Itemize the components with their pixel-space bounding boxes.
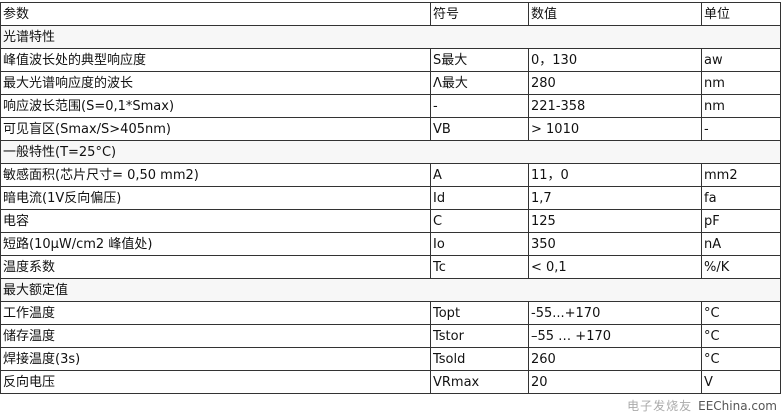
table-cell: VB [430, 117, 529, 141]
table-row: 反向电压 VRmax 20 V [0, 370, 781, 394]
watermark-text: 电子发烧友 [627, 399, 693, 413]
table-cell: VRmax [430, 370, 529, 394]
table-row: 可见盲区(Smax/S>405nm) VB > 1010- [0, 117, 781, 141]
table-row: 温度系数 Tc < 0,1 %/K [0, 255, 781, 279]
header-cell: 单位 [701, 2, 781, 26]
table-cell: 储存温度 [0, 324, 431, 348]
table-cell: 350 [528, 232, 702, 256]
table-cell: A [430, 163, 529, 187]
section-row: 光谱特性 [0, 25, 781, 49]
table-row: 敏感面积(芯片尺寸= 0,50 mm2) A 11，0 mm2 [0, 163, 781, 187]
section-row: 一般特性(T=25°C) [0, 140, 781, 164]
header-cell: 参数 [0, 2, 431, 26]
section-title: 最大额定值 [0, 278, 781, 302]
table-cell: 短路(10μW/cm2 峰值处) [0, 232, 431, 256]
table-row: 暗电流(1V反向偏压) Id 1,7 fa [0, 186, 781, 210]
section-title: 光谱特性 [0, 25, 781, 49]
table-cell: fa [701, 186, 781, 210]
table-cell: 260 [528, 347, 702, 371]
table-cell: 反向电压 [0, 370, 431, 394]
table-cell: –55 … +170 [528, 324, 702, 348]
table-cell: C [430, 209, 529, 233]
table-cell: - [430, 94, 529, 118]
table-cell: Λ最大 [430, 71, 529, 95]
header-cell: 数值 [528, 2, 702, 26]
table-cell: nm [701, 71, 781, 95]
table-cell: Id [430, 186, 529, 210]
table-cell: S最大 [430, 48, 529, 72]
table-row: 电容 C 125 pF [0, 209, 781, 233]
table-row: 响应波长范围(S=0,1*Smax) -221-358 nm [0, 94, 781, 118]
header-cell: 符号 [430, 2, 529, 26]
table-cell: 最大光谱响应度的波长 [0, 71, 431, 95]
table-cell: 125 [528, 209, 702, 233]
table-cell: 221-358 [528, 94, 702, 118]
section-row: 最大额定值 [0, 278, 781, 302]
table-cell: 焊接温度(3s) [0, 347, 431, 371]
table-cell: Tc [430, 255, 529, 279]
table-row: 最大光谱响应度的波长 Λ最大 280 nm [0, 71, 781, 95]
table-cell: °C [701, 347, 781, 371]
table-cell: V [701, 370, 781, 394]
spec-table: 参数 符号 数值 单位 光谱特性 峰值波长处的典型响应度 S最大 0，130 aw 最大光谱响应度… [0, 2, 781, 394]
table-cell: 20 [528, 370, 702, 394]
table-cell: Tsold [430, 347, 529, 371]
table-cell: pF [701, 209, 781, 233]
table-cell: Tstor [430, 324, 529, 348]
table-cell: 响应波长范围(S=0,1*Smax) [0, 94, 431, 118]
table-cell: mm2 [701, 163, 781, 187]
table-row: 峰值波长处的典型响应度 S最大 0，130 aw [0, 48, 781, 72]
watermark-logo: 电子发烧友 EEChina.com [627, 398, 777, 414]
table-cell: 峰值波长处的典型响应度 [0, 48, 431, 72]
section-title: 一般特性(T=25°C) [0, 140, 781, 164]
header-row: 参数 符号 数值 单位 [0, 2, 781, 26]
table-cell: 0，130 [528, 48, 702, 72]
table-cell: 敏感面积(芯片尺寸= 0,50 mm2) [0, 163, 431, 187]
table-cell: 1,7 [528, 186, 702, 210]
table-cell: 11，0 [528, 163, 702, 187]
table-cell: aw [701, 48, 781, 72]
table-cell: > 1010 [528, 117, 702, 141]
table-cell: < 0,1 [528, 255, 702, 279]
table-cell: 温度系数 [0, 255, 431, 279]
table-cell: %/K [701, 255, 781, 279]
table-cell: 暗电流(1V反向偏压) [0, 186, 431, 210]
table-cell: nA [701, 232, 781, 256]
table-row: 储存温度 Tstor –55 … +170 °C [0, 324, 781, 348]
watermark-url: EEChina.com [698, 399, 777, 413]
table-cell: - [701, 117, 781, 141]
table-row: 工作温度 Topt -55...+170 °C [0, 301, 781, 325]
table-cell: -55...+170 [528, 301, 702, 325]
table-cell: nm [701, 94, 781, 118]
table-cell: 可见盲区(Smax/S>405nm) [0, 117, 431, 141]
table-cell: °C [701, 301, 781, 325]
table-cell: 工作温度 [0, 301, 431, 325]
table-row: 焊接温度(3s) Tsold 260 °C [0, 347, 781, 371]
table-cell: 电容 [0, 209, 431, 233]
table-row: 短路(10μW/cm2 峰值处) Io 350 nA [0, 232, 781, 256]
table-cell: Topt [430, 301, 529, 325]
table-cell: 280 [528, 71, 702, 95]
table-cell: °C [701, 324, 781, 348]
table-cell: Io [430, 232, 529, 256]
